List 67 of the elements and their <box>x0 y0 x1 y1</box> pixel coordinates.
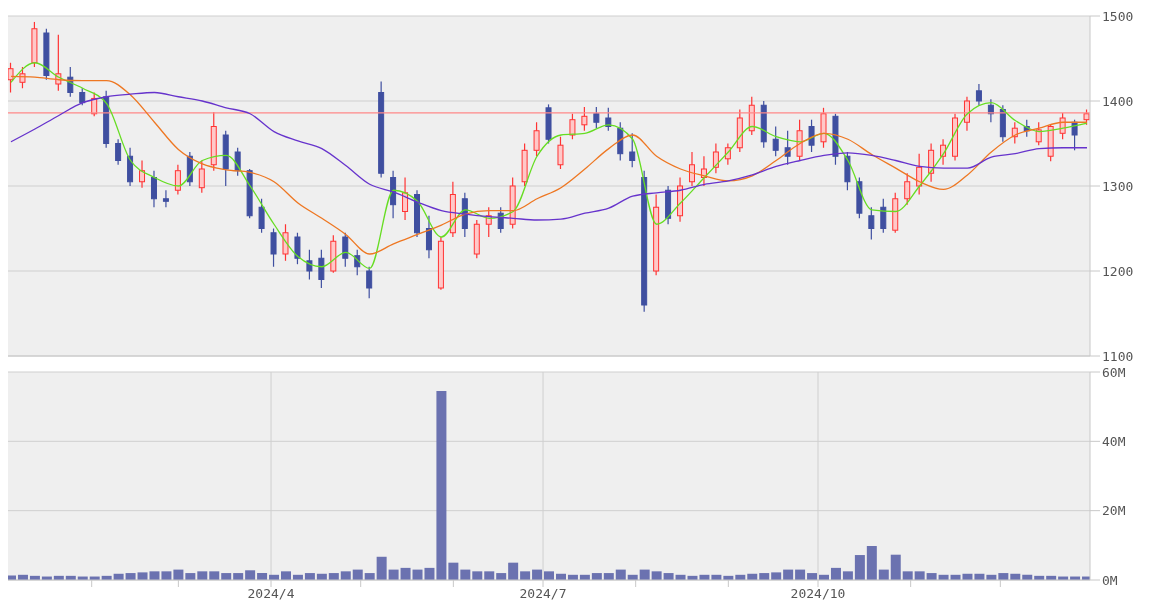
bar <box>376 556 387 580</box>
bar <box>436 391 447 580</box>
candlestick <box>270 227 277 268</box>
candlestick <box>533 121 540 157</box>
bar <box>890 554 901 580</box>
candlestick <box>629 132 636 168</box>
bar <box>161 571 172 580</box>
y-tick-label: 0M <box>1102 572 1118 588</box>
bar <box>209 571 220 580</box>
candlestick <box>808 119 815 153</box>
candlestick <box>593 106 600 129</box>
y-tick-label: 1200 <box>1102 263 1134 279</box>
y-tick-label: 1300 <box>1102 178 1134 194</box>
x-tick-label: 2024/4 <box>247 586 295 602</box>
bar <box>854 555 865 580</box>
candlestick <box>174 164 181 196</box>
candlestick <box>162 189 169 208</box>
y-tick-label: 1400 <box>1102 93 1134 109</box>
bar <box>340 571 351 580</box>
y-tick-label: 1500 <box>1102 8 1134 24</box>
bar <box>400 567 411 580</box>
candlestick <box>772 125 779 157</box>
bar <box>842 571 853 580</box>
y-tick-label: 60M <box>1102 364 1126 380</box>
candlestick <box>425 215 432 259</box>
bar <box>866 546 877 580</box>
candlestick <box>868 206 875 241</box>
bar <box>484 571 495 580</box>
x-tick-label: 2024/10 <box>790 586 846 602</box>
bar <box>520 571 531 580</box>
bar <box>472 571 483 580</box>
candlestick <box>928 142 935 183</box>
candlestick <box>150 170 157 208</box>
candlestick <box>688 151 695 187</box>
y-tick-label: 1100 <box>1102 348 1134 364</box>
bar <box>245 570 256 580</box>
candlestick <box>712 142 719 174</box>
candlestick <box>880 198 887 234</box>
bar <box>508 562 519 580</box>
candlestick <box>258 198 265 234</box>
bar <box>651 571 662 580</box>
bar <box>771 572 782 580</box>
candlestick <box>198 159 205 194</box>
candlestick <box>8 62 14 94</box>
y-tick-label: 20M <box>1102 503 1126 519</box>
bar <box>448 562 459 580</box>
bar <box>830 567 841 580</box>
candlestick <box>115 138 122 166</box>
candlestick <box>1035 121 1042 146</box>
candlestick <box>318 249 325 289</box>
candlestick <box>366 266 373 299</box>
bar <box>280 571 291 580</box>
candlestick <box>19 66 26 89</box>
candlestick <box>139 159 146 189</box>
candlestick <box>282 223 289 262</box>
bar <box>197 571 208 580</box>
bar <box>914 571 925 580</box>
candlestick <box>904 172 911 206</box>
candlestick <box>975 83 982 106</box>
bar <box>902 571 913 580</box>
candlestick <box>581 106 588 132</box>
y-tick-label: 40M <box>1102 433 1126 449</box>
candlestick <box>557 136 564 170</box>
candlestick <box>294 232 301 265</box>
candlestick <box>569 113 576 140</box>
bar <box>544 571 555 580</box>
x-tick-label: 2024/7 <box>519 586 567 602</box>
